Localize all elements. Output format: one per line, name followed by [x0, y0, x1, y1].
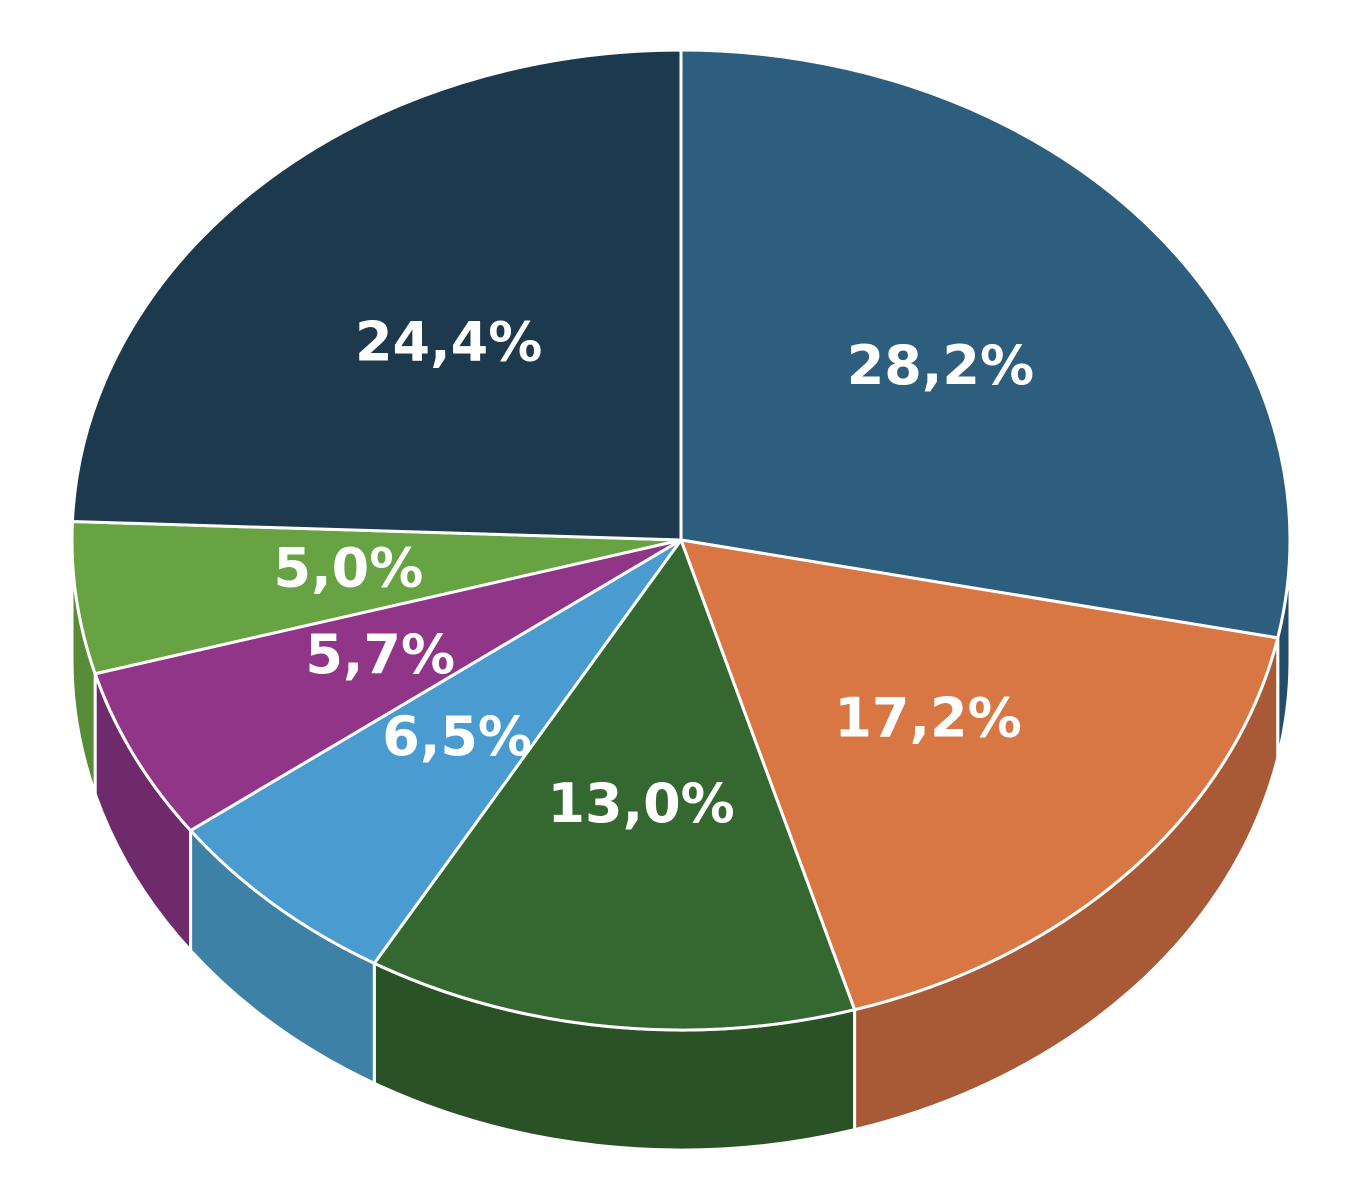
pie-slice-2	[372, 538, 857, 1032]
pie-slice-6	[70, 48, 683, 542]
slice-label-5: 5,0%	[274, 537, 424, 600]
pie-slice-5	[70, 520, 683, 676]
slice-label-2: 13,0%	[547, 772, 734, 835]
slice-label-6: 24,4%	[355, 311, 542, 374]
pie-labels: 28,2% 17,2% 13,0%6,5% 5,7% 5,0% 24,4%	[274, 311, 1035, 836]
pie-slices	[70, 48, 1292, 1032]
pie-slice-3	[189, 538, 683, 965]
slice-label-1: 17,2%	[834, 687, 1021, 750]
pie-slice-4	[93, 538, 683, 832]
pie-slice-1	[679, 538, 1280, 1012]
slice-label-0: 28,2%	[847, 334, 1034, 397]
slice-label-4: 5,7%	[305, 623, 455, 686]
slice-label-3: 6,5%	[382, 705, 532, 768]
pie-slice-0	[679, 48, 1292, 640]
